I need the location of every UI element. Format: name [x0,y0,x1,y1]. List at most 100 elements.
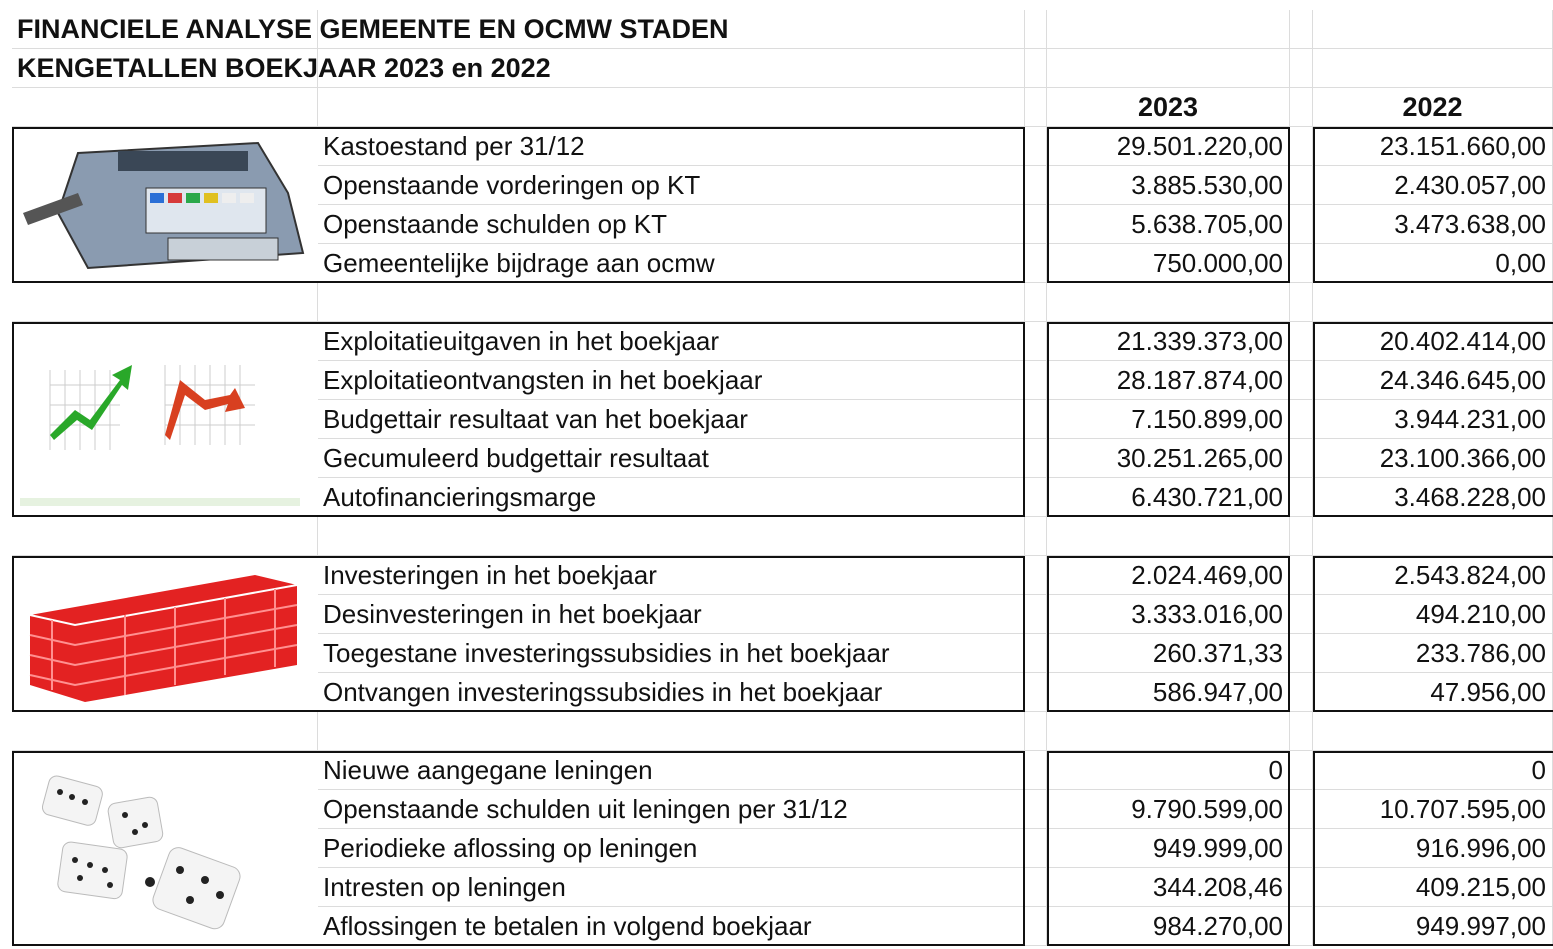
cell [1025,205,1047,244]
section-box [12,556,1025,712]
cell [1047,517,1290,556]
section-box [12,322,1025,517]
cell [1290,205,1313,244]
cell [1047,49,1290,88]
cash-register-icon [23,141,305,270]
cell [1290,868,1313,907]
value-2022: 233.786,00 [1313,634,1553,673]
cell [12,517,318,556]
row-label: Openstaande vorderingen op KT [318,166,1025,205]
value-2022: 3.473.638,00 [1313,205,1553,244]
cell [1047,712,1290,751]
cell [1313,10,1553,49]
section-box [1313,751,1553,946]
cell [1025,595,1047,634]
value-2023: 28.187.874,00 [1047,361,1290,400]
cell [318,10,1025,49]
section-box [1047,556,1290,712]
value-2023: 2.024.469,00 [1047,556,1290,595]
cell [1290,595,1313,634]
cell [1290,400,1313,439]
cell [318,283,1025,322]
cell [1290,322,1313,361]
cell [318,517,1025,556]
row-label: Openstaande schulden uit leningen per 31… [318,790,1025,829]
cell [1047,88,1290,127]
value-2022: 2.430.057,00 [1313,166,1553,205]
row-label: Aflossingen te betalen in volgend boekja… [318,907,1025,946]
cell [1290,88,1313,127]
section-box [1047,127,1290,283]
row-label: Gemeentelijke bijdrage aan ocmw [318,244,1025,283]
section-box [12,127,1025,283]
value-2023: 260.371,33 [1047,634,1290,673]
value-2023: 3.885.530,00 [1047,166,1290,205]
row-label: Investeringen in het boekjaar [318,556,1025,595]
value-2023: 5.638.705,00 [1047,205,1290,244]
cell [1025,361,1047,400]
cell [1025,49,1047,88]
cell [1025,712,1047,751]
row-label: Budgettair resultaat van het boekjaar [318,400,1025,439]
cell [1290,907,1313,946]
cell [1290,673,1313,712]
cell [1290,829,1313,868]
cell [1313,712,1553,751]
cell [1025,751,1047,790]
row-label: Toegestane investeringssubsidies in het … [318,634,1025,673]
cell [1290,127,1313,166]
cell [1025,517,1047,556]
cell [1025,907,1047,946]
cell [12,283,318,322]
cell [12,10,318,49]
cell [1025,634,1047,673]
cell [1025,478,1047,517]
section-box [1313,127,1553,283]
cell [1313,283,1553,322]
row-label: Periodieke aflossing op leningen [318,829,1025,868]
cell [1025,439,1047,478]
value-2023: 344.208,46 [1047,868,1290,907]
cell [318,712,1025,751]
cell [1290,478,1313,517]
value-2023: 29.501.220,00 [1047,127,1290,166]
cell [1025,166,1047,205]
cell [1025,10,1047,49]
dice-icon [41,775,241,930]
cell [1025,127,1047,166]
section-box [1313,556,1553,712]
row-label: Desinvesteringen in het boekjaar [318,595,1025,634]
cell [12,88,318,127]
row-label: Openstaande schulden op KT [318,205,1025,244]
cell [1290,712,1313,751]
cell [1025,400,1047,439]
row-label: Gecumuleerd budgettair resultaat [318,439,1025,478]
trend-arrows-icon [20,365,300,506]
cell [1025,283,1047,322]
value-2022: 3.944.231,00 [1313,400,1553,439]
cell [1025,829,1047,868]
value-2023: 21.339.373,00 [1047,322,1290,361]
value-2022: 24.346.645,00 [1313,361,1553,400]
title: KENGETALLEN BOEKJAAR 2023 en 2022 [12,49,1025,88]
cell [1290,790,1313,829]
cell [1290,49,1313,88]
cell [1290,361,1313,400]
cell [1290,166,1313,205]
section-box [12,751,1025,946]
brick-wall-icon [29,575,298,702]
value-2023: 7.150.899,00 [1047,400,1290,439]
row-label: Kastoestand per 31/12 [318,127,1025,166]
cell [318,88,1025,127]
cell [12,49,318,88]
cell [1290,283,1313,322]
row-label: Exploitatieontvangsten in het boekjaar [318,361,1025,400]
value-2022: 916.996,00 [1313,829,1553,868]
cell [318,49,1025,88]
value-2023: 949.999,00 [1047,829,1290,868]
cell [1290,556,1313,595]
cell [1290,751,1313,790]
cell [1290,10,1313,49]
cell [1290,439,1313,478]
cell [1025,790,1047,829]
